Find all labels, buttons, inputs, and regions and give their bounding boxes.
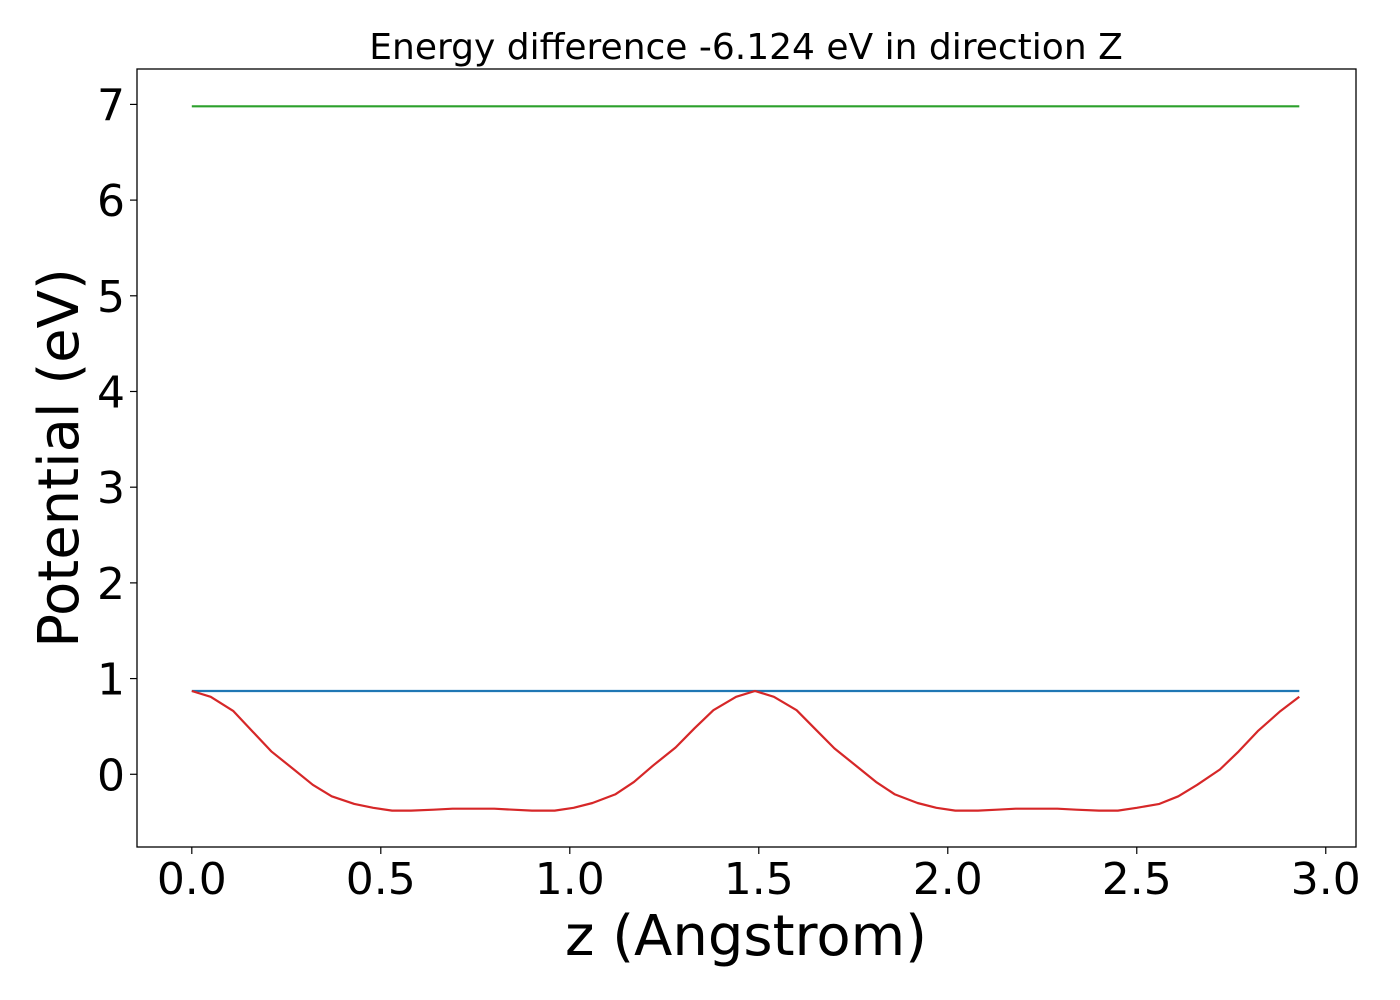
x-axis-label: z (Angstrom) xyxy=(565,904,927,969)
y-tick-label: 7 xyxy=(97,80,125,131)
y-axis: 0 1 2 3 4 5 6 7 xyxy=(97,80,137,801)
series-line-red xyxy=(191,689,1300,812)
x-tick-label: 3.0 xyxy=(1291,854,1361,905)
y-tick-label: 0 xyxy=(97,750,125,801)
y-tick-label: 1 xyxy=(97,655,125,706)
plot-area xyxy=(191,105,1300,812)
y-axis-label: Potential (eV) xyxy=(27,268,92,648)
x-tick-label: 2.5 xyxy=(1102,854,1172,905)
y-tick-label: 6 xyxy=(97,176,125,227)
x-tick-label: 0.0 xyxy=(157,854,227,905)
x-tick-label: 0.5 xyxy=(346,854,416,905)
x-tick-label: 1.0 xyxy=(535,854,605,905)
x-tick-label: 2.0 xyxy=(913,854,983,905)
plot-frame xyxy=(136,68,1357,848)
y-tick-label: 5 xyxy=(97,272,125,323)
y-tick-label: 3 xyxy=(97,463,125,514)
x-axis: 0.0 0.5 1.0 1.5 2.0 2.5 3.0 xyxy=(157,847,1361,905)
y-tick-label: 4 xyxy=(97,367,125,418)
x-tick-label: 1.5 xyxy=(724,854,794,905)
y-tick-label: 2 xyxy=(97,559,125,610)
chart-title: Energy difference -6.124 eV in direction… xyxy=(369,27,1123,68)
